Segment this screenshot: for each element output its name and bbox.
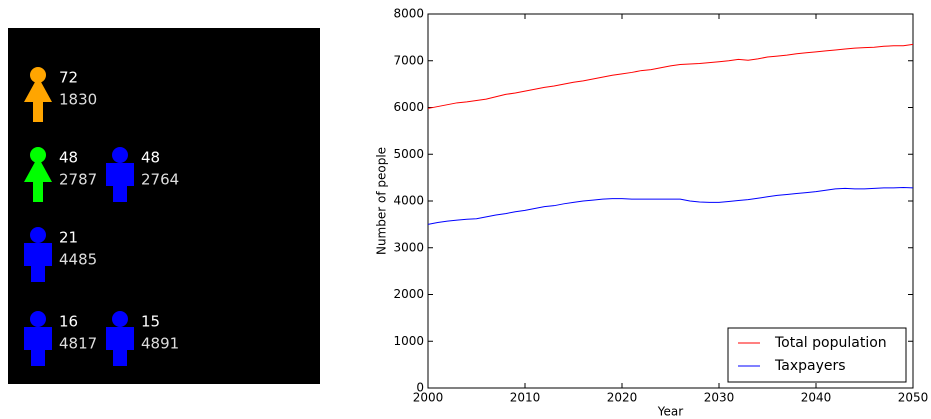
person-count: 15 (141, 313, 160, 331)
person-number: 2787 (59, 171, 97, 189)
person-number: 4485 (59, 251, 97, 269)
y-tick-label: 1000 (393, 334, 424, 348)
person-count: 48 (141, 149, 160, 167)
y-tick-label: 5000 (393, 147, 424, 161)
person-count: 72 (59, 69, 78, 87)
y-tick-label: 4000 (393, 194, 424, 208)
person-number: 2764 (141, 171, 179, 189)
person-head (30, 147, 46, 163)
y-axis-label: Number of people (375, 147, 389, 255)
legend-label: Total population (774, 335, 887, 351)
x-tick-label: 2050 (898, 391, 929, 405)
y-tick-label: 6000 (393, 100, 424, 114)
person-head (30, 67, 46, 83)
person-head (30, 311, 46, 327)
person-number: 4817 (59, 335, 97, 353)
x-tick-label: 2030 (704, 391, 735, 405)
person-head (30, 227, 46, 243)
y-tick-label: 8000 (393, 7, 424, 21)
person-count: 48 (59, 149, 78, 167)
person-number: 4891 (141, 335, 179, 353)
person-count: 16 (59, 313, 78, 331)
person-number: 1830 (59, 91, 97, 109)
person-count: 21 (59, 229, 78, 247)
legend-label: Taxpayers (774, 358, 846, 374)
x-tick-label: 2010 (510, 391, 541, 405)
page: 721830482787482764214485164817154891 010… (0, 0, 931, 419)
x-tick-label: 2000 (413, 391, 444, 405)
person-head (112, 147, 128, 163)
person-head (112, 311, 128, 327)
y-tick-label: 7000 (393, 53, 424, 67)
x-tick-label: 2040 (801, 391, 832, 405)
x-axis-label: Year (657, 405, 683, 419)
x-tick-label: 2020 (607, 391, 638, 405)
panel-background (8, 28, 320, 384)
y-tick-label: 2000 (393, 287, 424, 301)
y-tick-label: 3000 (393, 240, 424, 254)
